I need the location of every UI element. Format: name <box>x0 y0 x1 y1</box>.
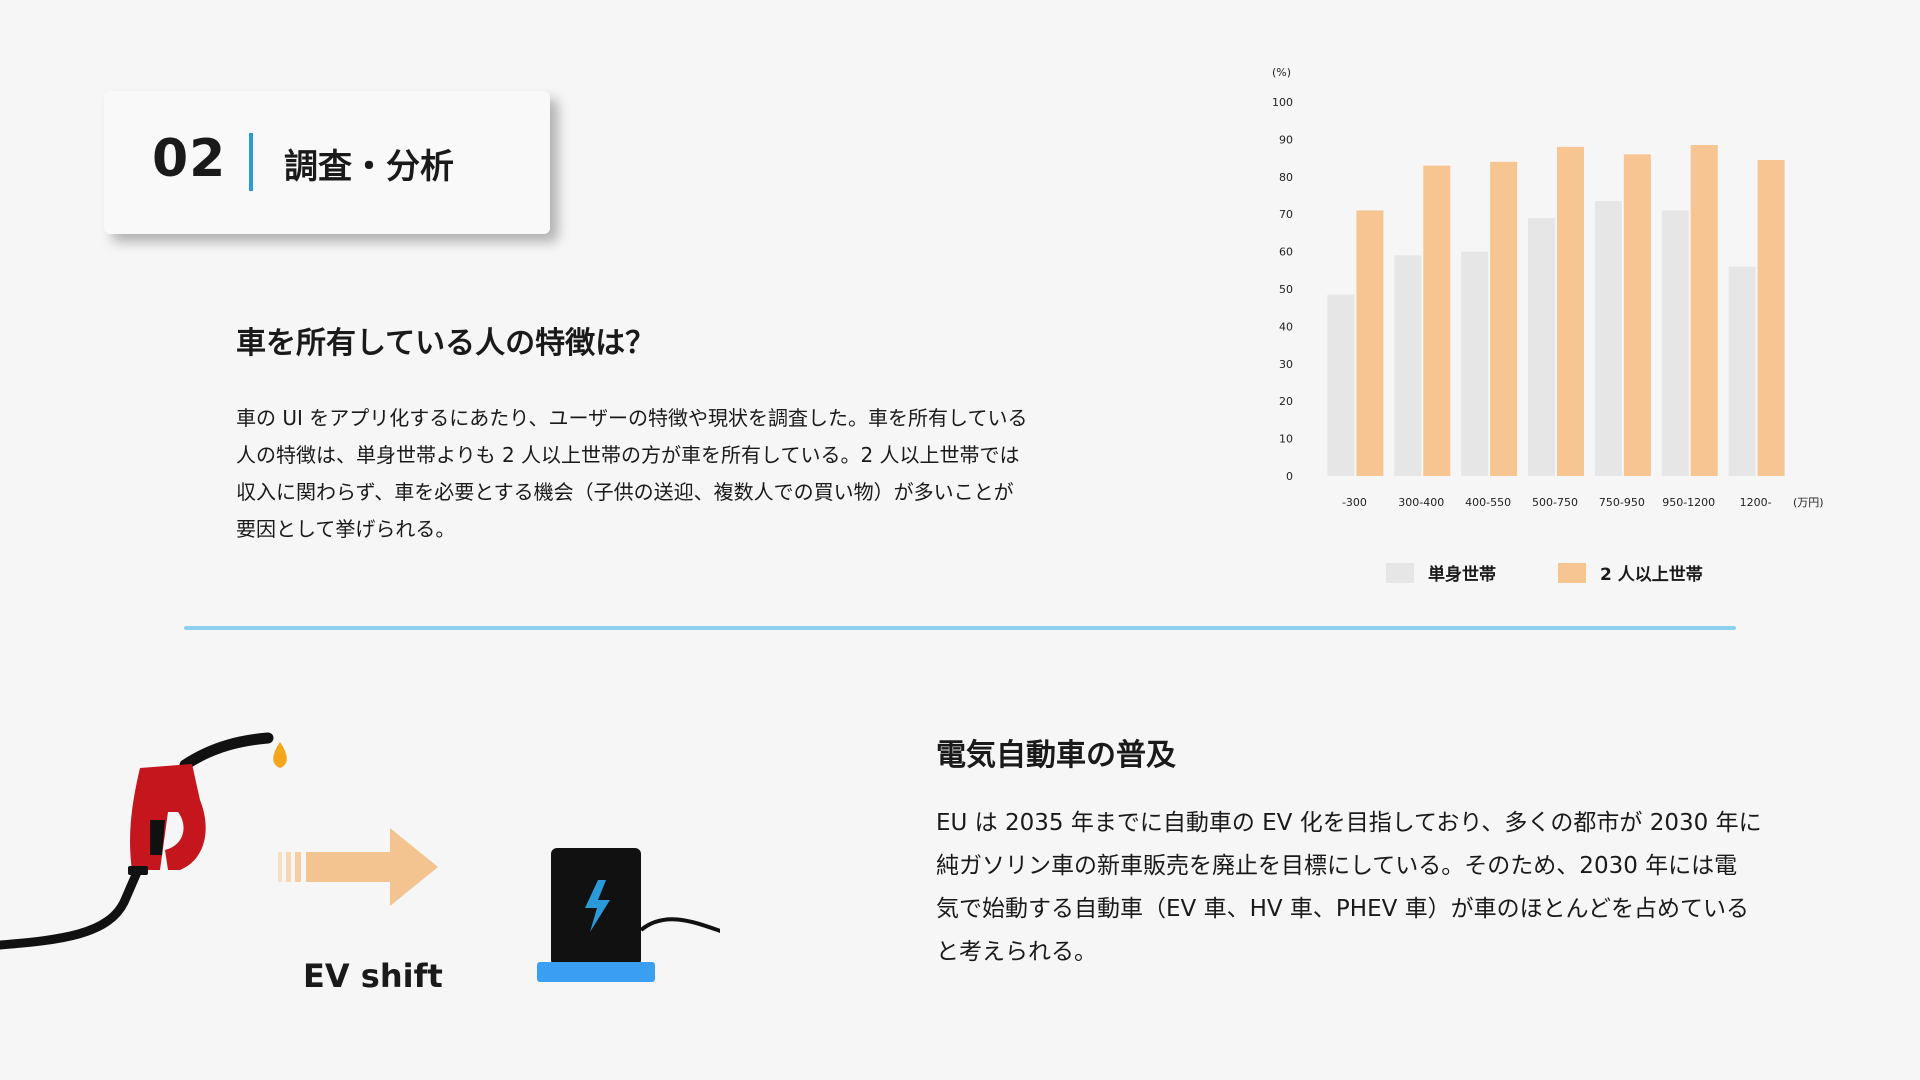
section-title: 調査・分析 <box>284 147 454 187</box>
legend-swatch-single <box>1386 562 1414 583</box>
ev-line: EU は 2035 年までに自動車の EV 化を目指しており、多くの都市が 20… <box>936 810 1762 836</box>
y-tick-label: 50 <box>1279 283 1293 296</box>
bar-multi <box>1623 154 1651 477</box>
ev-shift-illustration <box>0 732 720 982</box>
ev-paragraph: EU は 2035 年までに自動車の EV 化を目指しており、多くの都市が 20… <box>936 802 1762 974</box>
owner-paragraph: 車の UI をアプリ化するにあたり、ユーザーの特徴や現状を調査した。車を所有して… <box>236 400 1027 548</box>
owner-heading: 車を所有している人の特徴は？ <box>236 326 656 361</box>
legend-item-single: 単身世帯 <box>1386 560 1496 585</box>
section-title-card: 02 調査・分析 <box>104 91 550 234</box>
legend-label-single: 単身世帯 <box>1428 565 1496 585</box>
ev-line: と考えられる。 <box>936 939 1097 965</box>
bar-single <box>1528 217 1555 476</box>
ev-heading: 電気自動車の普及 <box>936 738 1176 773</box>
bar-single <box>1327 294 1355 476</box>
fuel-nozzle-icon <box>0 732 287 950</box>
y-tick-label: 30 <box>1279 358 1293 371</box>
legend-label-multi: 2 人以上世帯 <box>1600 565 1703 585</box>
y-tick-label: 60 <box>1279 246 1293 259</box>
x-tick-label: -300 <box>1342 496 1367 509</box>
ev-line: 気で始動する自動車（EV 車、HV 車、PHEV 車）が車のほとんどを占めている <box>936 896 1749 922</box>
bar-multi <box>1490 161 1518 476</box>
ev-line: 純ガソリン車の新車販売を廃止を目標にしている。そのため、2030 年には電 <box>936 853 1738 879</box>
bar-single <box>1394 255 1422 476</box>
owner-line: 収入に関わらず、車を必要とする機会（子供の送迎、複数人での買い物）が多いことが <box>236 480 1014 504</box>
y-tick-label: 80 <box>1279 171 1293 184</box>
x-tick-label: 300-400 <box>1398 496 1444 509</box>
bar-single <box>1461 251 1489 476</box>
y-tick-label: 90 <box>1279 133 1293 146</box>
owner-line: 車の UI をアプリ化するにあたり、ユーザーの特徴や現状を調査した。車を所有して… <box>236 406 1028 430</box>
lightning-icon <box>585 880 610 932</box>
bar-multi <box>1690 145 1718 476</box>
x-tick-label: 750-950 <box>1599 496 1645 509</box>
arrow-right-icon <box>278 828 438 906</box>
y-tick-label: 40 <box>1279 320 1293 333</box>
owner-line: 人の特徴は、単身世帯よりも 2 人以上世帯の方が車を所有している。2 人以上世帯… <box>236 443 1020 467</box>
y-tick-label: 20 <box>1279 395 1293 408</box>
bar-single <box>1661 210 1689 476</box>
y-unit-label: (%) <box>1272 66 1291 79</box>
x-tick-label: 950-1200 <box>1662 496 1715 509</box>
bar-multi <box>1423 165 1451 476</box>
y-tick-label: 70 <box>1279 208 1293 221</box>
x-unit-label: (万円) <box>1793 496 1824 509</box>
ev-charger-icon <box>537 848 720 982</box>
ev-shift-label: EV shift <box>303 957 443 995</box>
bar-multi <box>1356 210 1384 476</box>
y-tick-label: 0 <box>1286 470 1293 483</box>
owner-line: 要因として挙げられる。 <box>236 517 456 541</box>
bar-single <box>1594 201 1622 477</box>
x-tick-label: 500-750 <box>1532 496 1578 509</box>
legend-item-multi: 2 人以上世帯 <box>1558 560 1703 585</box>
bar-single <box>1728 266 1756 476</box>
bar-multi <box>1557 146 1584 476</box>
x-tick-label: 1200- <box>1740 496 1772 509</box>
y-tick-label: 100 <box>1272 96 1293 109</box>
x-tick-label: 400-550 <box>1465 496 1511 509</box>
legend-swatch-multi <box>1558 562 1586 583</box>
section-number: 02 <box>152 129 227 189</box>
title-divider-bar <box>249 133 253 191</box>
bar-multi <box>1757 159 1785 476</box>
section-divider <box>184 626 1736 630</box>
y-tick-label: 10 <box>1279 433 1293 446</box>
household-car-chart: (%) 0 10 20 30 40 50 60 70 80 90 100 -300 300-400 400-… <box>1272 66 1824 509</box>
